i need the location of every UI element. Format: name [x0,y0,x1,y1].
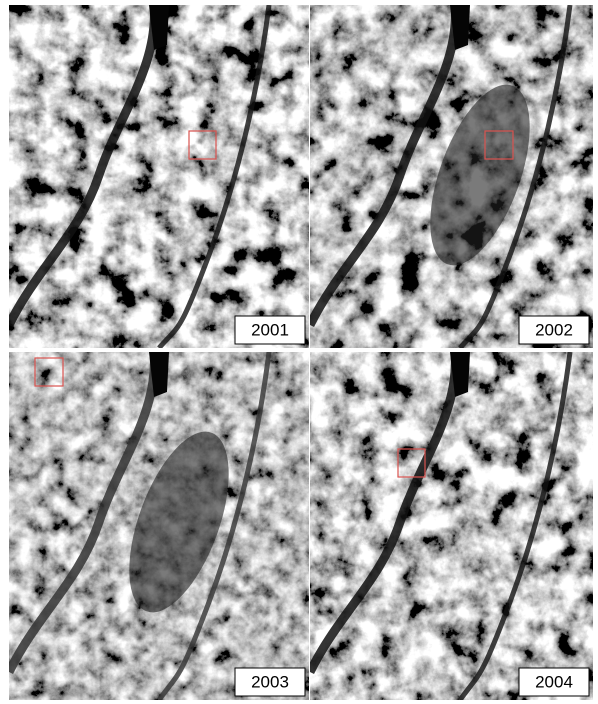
imagery [310,352,593,700]
imagery [9,352,309,700]
year-label: 2001 [251,320,289,339]
imagery [9,5,309,348]
satellite-panel: 2003 [9,352,309,700]
page: {"panels": [{"label": "2001"}, {"label":… [0,0,598,704]
imagery [310,5,593,348]
satellite-panel: 2004 [310,352,593,700]
satellite-panel: 2002 [310,5,593,348]
year-label: 2002 [535,320,573,339]
image-grid: 2001 2002 2003 2004 [0,0,598,704]
satellite-panel: 2001 [9,5,309,348]
terrain [9,5,309,348]
year-label: 2004 [535,672,573,691]
year-label: 2003 [251,672,289,691]
